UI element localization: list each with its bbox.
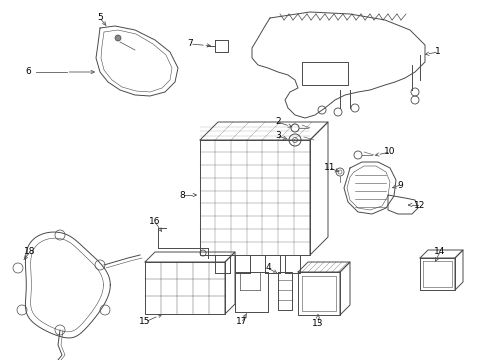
Text: 12: 12: [415, 201, 426, 210]
Text: 6: 6: [25, 68, 31, 77]
Text: 3: 3: [275, 131, 281, 140]
Text: 7: 7: [187, 40, 193, 49]
Text: 10: 10: [384, 148, 396, 157]
Text: 8: 8: [179, 190, 185, 199]
Text: 17: 17: [236, 318, 248, 327]
Text: 18: 18: [24, 248, 36, 256]
Text: 13: 13: [312, 319, 324, 328]
Text: 15: 15: [139, 318, 151, 327]
Text: 9: 9: [397, 180, 403, 189]
Text: 14: 14: [434, 248, 446, 256]
Text: 16: 16: [149, 217, 161, 226]
Text: 11: 11: [324, 163, 336, 172]
Text: 2: 2: [275, 117, 281, 126]
Circle shape: [115, 35, 121, 41]
Text: 1: 1: [435, 48, 441, 57]
Text: 5: 5: [97, 13, 103, 22]
Text: 4: 4: [265, 264, 271, 273]
